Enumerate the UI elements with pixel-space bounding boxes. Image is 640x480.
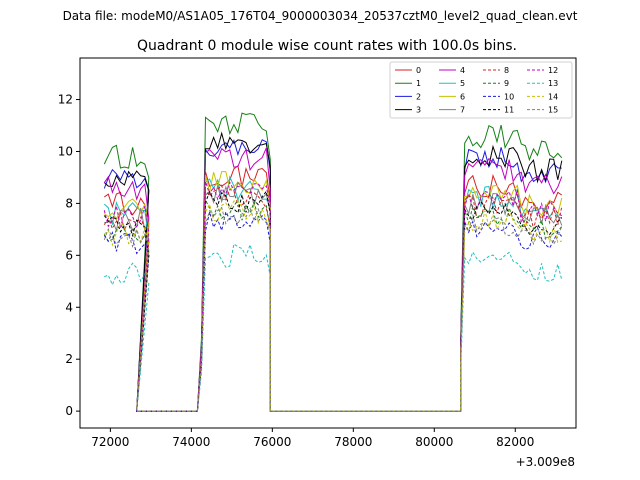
legend-label-6: 6 [460, 92, 465, 101]
legend-frame [389, 61, 573, 119]
y-tick-label: 4 [65, 300, 73, 314]
legend-label-13: 13 [548, 79, 558, 88]
axes-background [80, 58, 576, 428]
y-tick-label: 8 [65, 196, 73, 210]
x-axis: 72000 74000 76000 78000 80000 82000 [91, 428, 534, 449]
legend-label-12: 12 [548, 66, 558, 75]
legend-label-3: 3 [416, 106, 421, 115]
legend-label-14: 14 [548, 92, 558, 101]
x-tick-label: 80000 [415, 435, 453, 449]
y-tick-label: 12 [58, 93, 73, 107]
legend-label-1: 1 [416, 79, 421, 88]
legend-label-10: 10 [504, 92, 514, 101]
axes-frame [79, 57, 577, 429]
series-line-10 [103, 210, 563, 412]
legend-label-2: 2 [416, 92, 421, 101]
y-tick-label: 10 [58, 144, 73, 158]
x-tick-label: 72000 [91, 435, 129, 449]
y-tick-label: 2 [65, 352, 73, 366]
x-tick-label: 82000 [496, 435, 534, 449]
series-line-15 [103, 206, 563, 412]
suptitle: Data file: modeM0/AS1A05_176T04_90000030… [63, 9, 578, 23]
series-line-11 [103, 190, 563, 412]
y-tick-label: 0 [65, 404, 73, 418]
x-tick-label: 76000 [253, 435, 291, 449]
legend-label-4: 4 [460, 66, 465, 75]
x-offset-label: +3.009e8 [516, 455, 575, 469]
legend-label-15: 15 [548, 106, 558, 115]
chart-title: Quadrant 0 module wise count rates with … [137, 38, 517, 54]
legend-label-11: 11 [504, 106, 514, 115]
legend-label-7: 7 [460, 106, 465, 115]
x-tick-label: 78000 [334, 435, 372, 449]
plot-area: 72000 74000 76000 78000 80000 82000 024681012… [58, 57, 577, 469]
y-axis: 0 2 4 6 8 10 12 [58, 93, 80, 418]
y-tick-label: 6 [65, 248, 73, 262]
legend-label-9: 9 [504, 79, 509, 88]
x-tick-label: 74000 [172, 435, 210, 449]
series-layer [103, 112, 563, 412]
legend-label-0: 0 [416, 66, 421, 75]
legend-label-5: 5 [460, 79, 465, 88]
legend-label-8: 8 [504, 66, 509, 75]
